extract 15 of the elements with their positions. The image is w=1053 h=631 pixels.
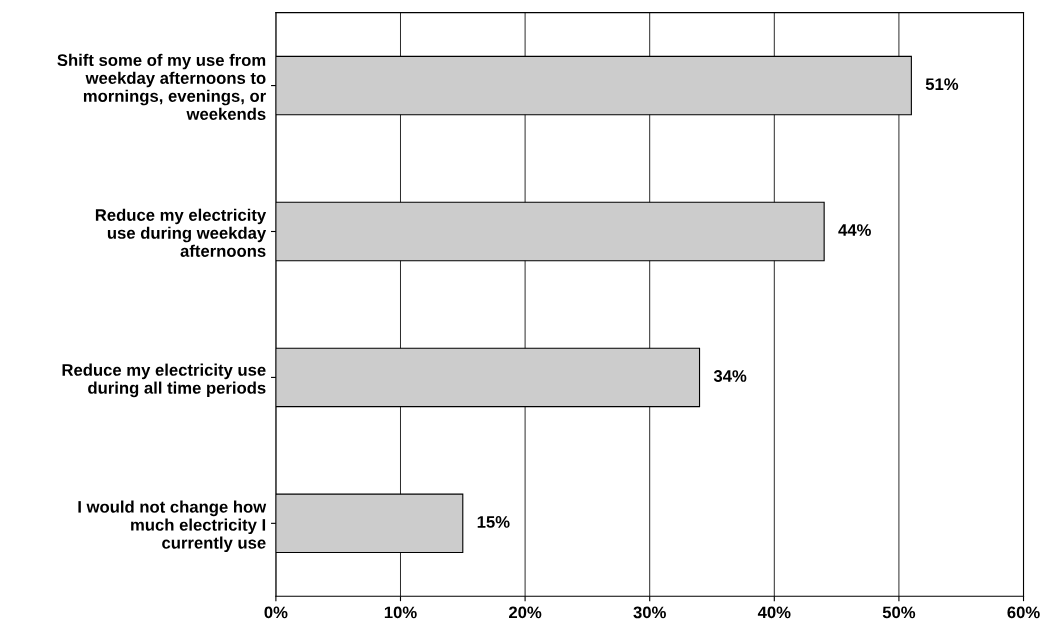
y-tick-label: I would not change how much electricity I currently use [78, 500, 267, 553]
x-tick-label: 30% [633, 606, 666, 619]
x-tick-label: 10% [384, 606, 417, 619]
x-tick-label: 40% [757, 606, 791, 619]
x-tick-label: 50% [882, 606, 916, 619]
data-label: 44% [838, 224, 871, 236]
y-tick-label: Reduce my electricity use during weekday afternoons [95, 208, 267, 257]
x-tick-label: 20% [509, 606, 542, 619]
x-tick-label: 60% [1007, 606, 1040, 619]
y-tick-label: Reduce my electricity use during all time periods [62, 363, 266, 398]
data-label: 51% [925, 78, 959, 91]
data-label: 34% [713, 370, 747, 382]
x-tick-label: 0% [264, 606, 288, 619]
data-label: 15% [477, 516, 510, 528]
y-tick-label: Shift some of my use from weekday afternoons to mornings, evenings, or weekends [57, 53, 266, 120]
